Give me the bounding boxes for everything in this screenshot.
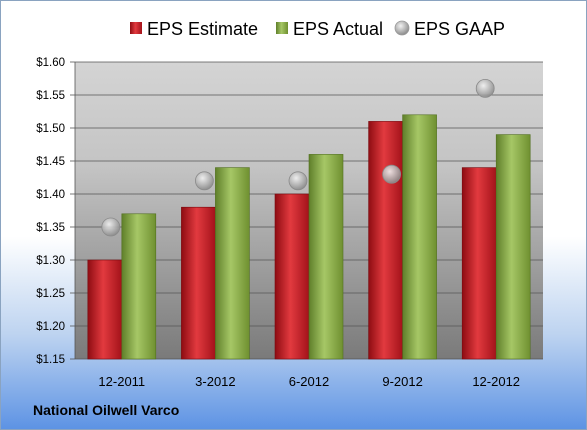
y-tick-label: $1.35 (36, 222, 65, 234)
bar-estimate (461, 167, 497, 360)
legend-label-gaap: EPS GAAP (414, 19, 505, 39)
bar-actual (308, 154, 344, 360)
x-category-label: 12-2011 (98, 374, 145, 389)
point-gaap (475, 79, 495, 98)
legend: EPS Estimate EPS Actual EPS GAAP (130, 19, 505, 39)
y-tick-label: $1.15 (36, 354, 65, 366)
gaap-points (101, 79, 495, 237)
point-gaap (382, 164, 402, 184)
legend-swatch-actual (276, 22, 288, 34)
y-tick-label: $1.25 (36, 288, 65, 300)
bar-actual (402, 114, 437, 360)
y-tick-label: $1.60 (36, 57, 65, 69)
point-gaap (101, 217, 121, 237)
legend-swatch-estimate (130, 22, 142, 34)
bar-estimate (181, 206, 216, 360)
bars (87, 114, 531, 360)
y-tick-label: $1.45 (36, 156, 65, 168)
point-gaap (288, 171, 308, 191)
bar-estimate (87, 259, 123, 360)
point-gaap (194, 171, 214, 191)
bar-estimate (368, 121, 403, 360)
legend-label-actual: EPS Actual (293, 19, 383, 39)
y-tick-label: $1.30 (36, 255, 65, 267)
company-name: National Oilwell Varco (33, 402, 180, 418)
legend-marker-gaap (394, 20, 410, 36)
y-tick-label: $1.50 (36, 123, 65, 135)
y-tick-label: $1.20 (36, 321, 65, 333)
bar-actual (215, 167, 250, 360)
x-category-label: 9-2012 (382, 374, 422, 389)
y-tick-label: $1.55 (36, 90, 65, 102)
y-tick-label: $1.40 (36, 189, 65, 201)
x-category-label: 6-2012 (289, 374, 329, 389)
x-axis-categories: 12-2011 3-2012 6-2012 9-2012 12-2012 (98, 374, 520, 389)
bar-actual (495, 134, 531, 360)
y-axis-ticks: $1.15 $1.20 $1.25 $1.30 $1.35 $1.40 $1.45 $1.50… (36, 57, 76, 366)
bar-actual (121, 213, 157, 360)
x-category-label: 3-2012 (195, 374, 235, 389)
bar-estimate (274, 193, 310, 360)
x-category-label: 12-2012 (472, 374, 520, 389)
legend-label-estimate: EPS Estimate (147, 19, 258, 39)
